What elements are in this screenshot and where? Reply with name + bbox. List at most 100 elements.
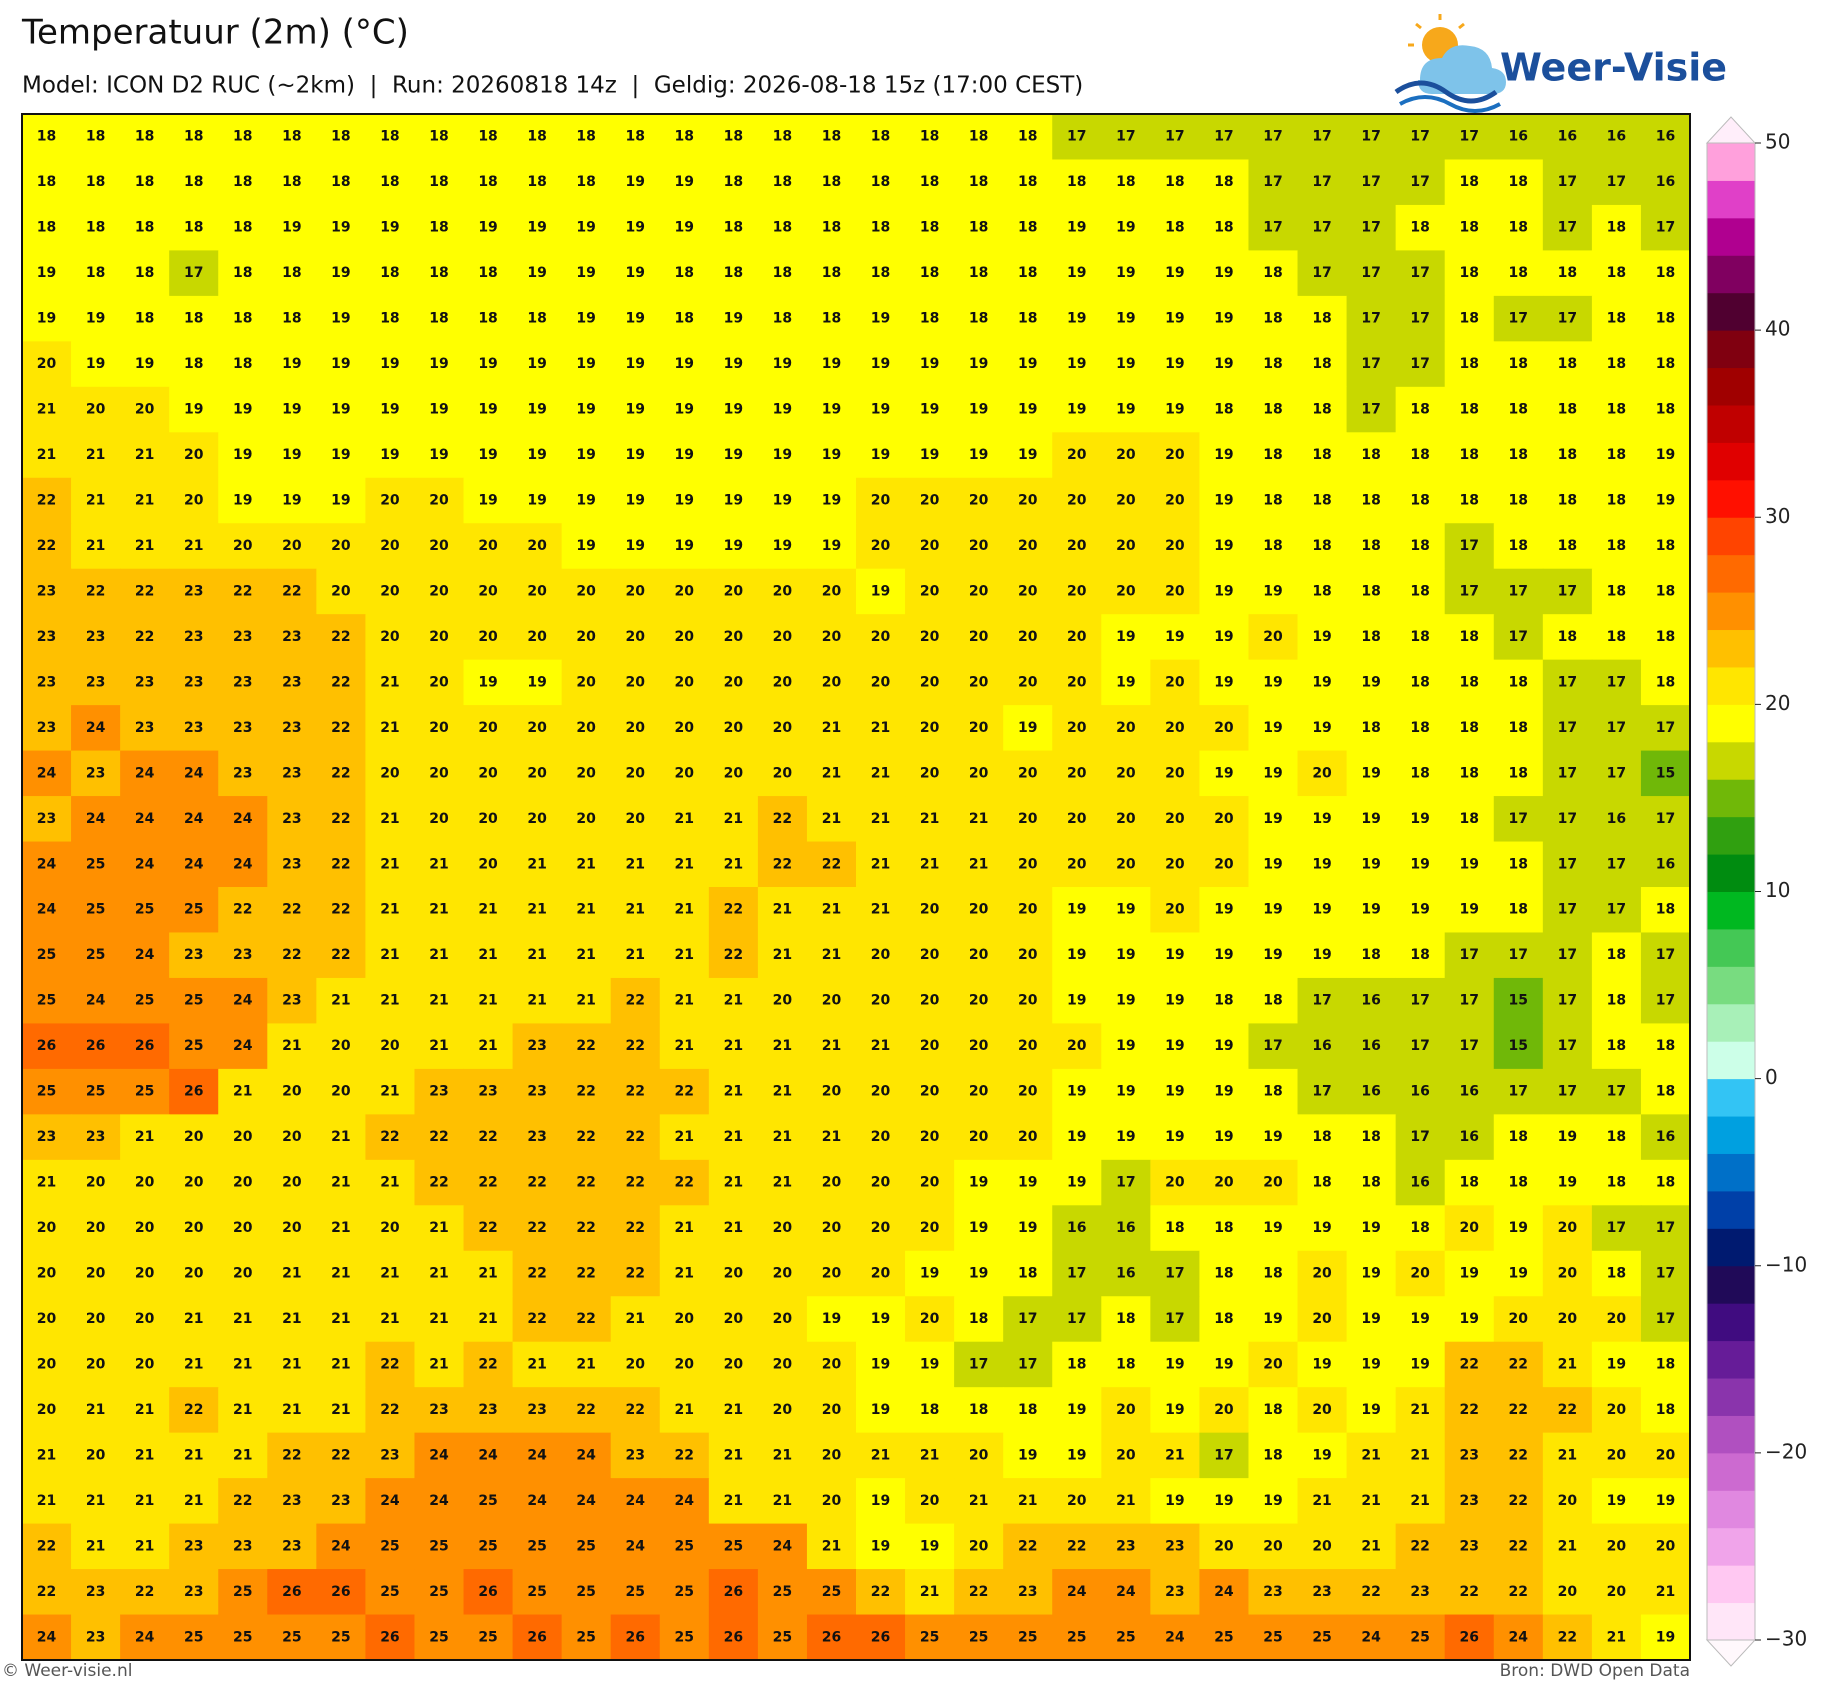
- cell: [1052, 1250, 1102, 1297]
- cell: [1248, 1341, 1299, 1388]
- colorbar-segment: [1707, 404, 1755, 443]
- cell: [659, 1569, 710, 1616]
- cell-value: 18: [1607, 993, 1626, 1009]
- cell-value: 21: [380, 947, 399, 963]
- cell-value: 18: [1656, 583, 1675, 599]
- cell-value: 16: [1361, 993, 1380, 1009]
- cell: [365, 1250, 415, 1297]
- cell: [757, 250, 808, 297]
- cell-value: 19: [1312, 629, 1331, 645]
- cell: [1052, 568, 1102, 615]
- cell-value: 19: [625, 538, 644, 554]
- cell: [561, 1296, 612, 1343]
- cell-value: 19: [675, 402, 694, 418]
- cell-value: 18: [1263, 1447, 1282, 1463]
- cell-value: 19: [1263, 583, 1282, 599]
- cell-value: 20: [1018, 993, 1038, 1009]
- cell: [1101, 659, 1151, 706]
- cell-value: 24: [576, 1447, 596, 1463]
- cell-value: 20: [1459, 1220, 1479, 1236]
- cell-value: 21: [37, 1175, 56, 1191]
- cell-value: 20: [86, 1356, 106, 1372]
- cell: [365, 1341, 415, 1388]
- cell: [1248, 295, 1299, 342]
- cell-value: 25: [920, 1629, 939, 1645]
- cell: [1150, 750, 1200, 797]
- cell-value: 22: [478, 1220, 497, 1236]
- cell: [316, 568, 366, 615]
- cell-value: 20: [822, 1175, 842, 1191]
- cell-value: 20: [773, 674, 793, 690]
- cell-value: 18: [724, 174, 743, 190]
- cell: [169, 1341, 219, 1388]
- cell: [757, 977, 808, 1024]
- cell-value: 19: [1263, 720, 1282, 736]
- cell-value: 23: [625, 1447, 644, 1463]
- cell: [1199, 1341, 1249, 1388]
- cell-value: 20: [969, 583, 989, 599]
- cell-value: 20: [380, 629, 400, 645]
- cell: [267, 705, 317, 752]
- cell: [22, 568, 72, 615]
- cell-value: 24: [527, 1447, 547, 1463]
- cell: [1199, 1296, 1249, 1343]
- cell: [316, 1432, 366, 1479]
- cell-value: 19: [969, 402, 988, 418]
- cell: [169, 204, 219, 251]
- cell: [316, 1569, 366, 1616]
- cell: [1542, 796, 1593, 843]
- cell: [1052, 204, 1102, 251]
- cell: [1101, 1478, 1151, 1525]
- cell-value: 18: [86, 265, 105, 281]
- cell-value: 19: [920, 1356, 939, 1372]
- cell: [905, 1341, 955, 1388]
- cell: [1493, 705, 1544, 752]
- cell-value: 17: [1607, 720, 1626, 736]
- cell-value: 18: [1558, 629, 1577, 645]
- cell: [267, 796, 317, 843]
- cell-value: 20: [135, 1311, 155, 1327]
- cell: [1297, 1159, 1348, 1206]
- cell: [1052, 250, 1102, 297]
- cell: [954, 796, 1004, 843]
- cell: [1444, 659, 1495, 706]
- cell: [267, 1250, 317, 1297]
- cell-value: 20: [1067, 629, 1087, 645]
- cell: [1150, 114, 1200, 160]
- cell-value: 19: [331, 493, 350, 509]
- cell-value: 17: [1656, 220, 1675, 236]
- cell: [1591, 1569, 1642, 1616]
- cell: [512, 659, 563, 706]
- cell-value: 21: [86, 1493, 105, 1509]
- cell: [120, 1296, 170, 1343]
- cell-value: 21: [773, 1129, 792, 1145]
- cell-value: 19: [1459, 1311, 1478, 1327]
- cell: [806, 1478, 857, 1525]
- cell-value: 22: [773, 811, 792, 827]
- cell-value: 20: [478, 720, 498, 736]
- cell-value: 22: [478, 1129, 497, 1145]
- cell: [1542, 1159, 1593, 1206]
- cell: [1493, 1478, 1544, 1525]
- cell-value: 22: [576, 1129, 595, 1145]
- cell-value: 19: [1656, 1629, 1675, 1645]
- cell: [905, 1387, 955, 1434]
- cell: [610, 1250, 661, 1297]
- cell-value: 21: [969, 856, 988, 872]
- cell-value: 20: [920, 947, 940, 963]
- cell: [1003, 1523, 1053, 1570]
- cell-value: 18: [969, 311, 988, 327]
- cell: [22, 159, 72, 206]
- cell: [757, 932, 808, 979]
- cell: [169, 1159, 219, 1206]
- cell-value: 22: [625, 1220, 644, 1236]
- cell: [905, 1614, 955, 1661]
- cell: [22, 1432, 72, 1479]
- cell: [463, 1432, 514, 1479]
- cell-value: 19: [1558, 1129, 1577, 1145]
- cell: [512, 295, 563, 342]
- cell-value: 20: [527, 720, 547, 736]
- cell: [561, 159, 612, 206]
- cell: [806, 932, 857, 979]
- cell-value: 17: [1410, 1129, 1429, 1145]
